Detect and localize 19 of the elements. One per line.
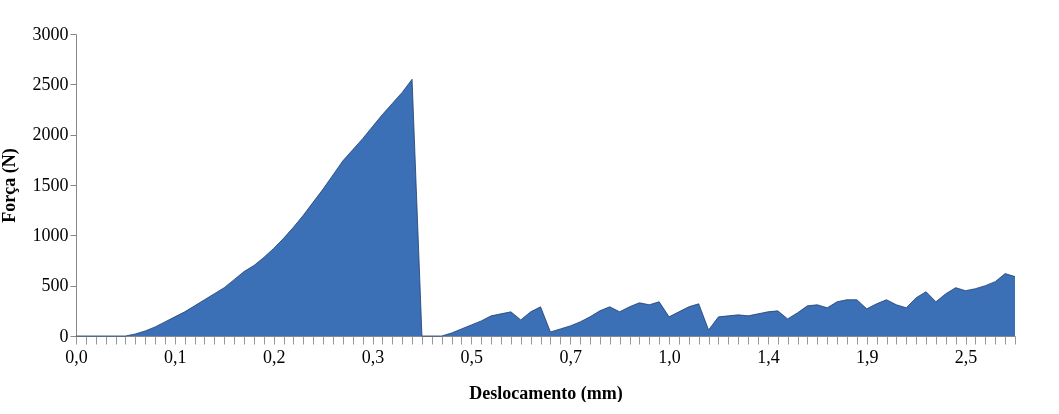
y-tick-label: 1000 [32, 224, 69, 245]
y-tick-label: 2500 [32, 73, 69, 94]
y-axis-title: Força (N) [0, 148, 20, 223]
y-tick-label: 0 [59, 325, 69, 346]
x-tick-label: 0,7 [559, 346, 582, 367]
x-tick-label: 0,3 [361, 346, 385, 367]
x-tick-label: 0,1 [164, 346, 187, 367]
x-tick-label: 0,0 [65, 346, 88, 367]
x-tick-label: 2,5 [954, 346, 978, 367]
x-tick-label: 0,5 [460, 346, 484, 367]
y-tick-label: 3000 [32, 23, 69, 44]
x-axis-title: Deslocamento (mm) [469, 382, 623, 404]
y-tick-label: 500 [41, 275, 69, 296]
x-tick-label: 1,9 [855, 346, 879, 367]
x-tick-label: 1,0 [658, 346, 681, 367]
y-tick-label: 2000 [32, 124, 69, 145]
x-tick-label: 0,2 [262, 346, 286, 367]
x-tick-label: 1,4 [757, 346, 780, 367]
y-tick-label: 1500 [32, 174, 69, 195]
